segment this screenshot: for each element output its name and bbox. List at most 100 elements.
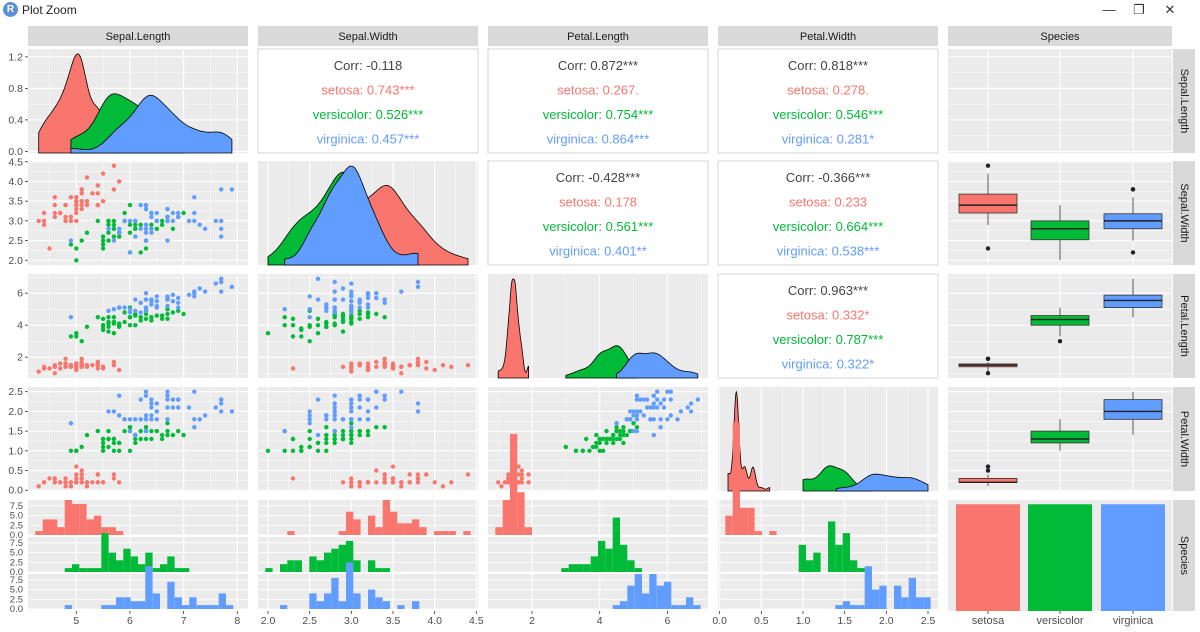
correlation-setosa: setosa: 0.178 xyxy=(559,195,637,210)
point-setosa xyxy=(399,480,404,485)
box-virginica xyxy=(1103,399,1163,420)
histogram-bar-virginica xyxy=(612,605,620,609)
r-app-icon: R xyxy=(3,2,18,17)
x-tick-label: virginica xyxy=(1113,615,1154,627)
point-setosa xyxy=(382,476,387,481)
histogram-bar-virginica xyxy=(671,605,679,609)
point-setosa xyxy=(47,246,52,251)
y-tick-label: 1.5 xyxy=(8,426,23,438)
histogram-bar-versicolor xyxy=(634,568,642,572)
point-virginica xyxy=(357,405,362,410)
point-setosa xyxy=(63,476,68,481)
outlier-point xyxy=(985,356,991,361)
species-bar-versicolor xyxy=(1028,504,1092,611)
point-setosa xyxy=(415,361,421,366)
point-virginica xyxy=(307,315,312,320)
point-setosa xyxy=(74,218,79,224)
point-virginica xyxy=(315,276,321,281)
point-versicolor xyxy=(170,432,176,438)
correlation-overall: Corr: -0.118 xyxy=(334,58,402,73)
window-title: Plot Zoom xyxy=(22,3,77,17)
point-virginica xyxy=(192,389,197,394)
point-setosa xyxy=(111,472,117,477)
point-virginica xyxy=(176,305,181,310)
maximize-button[interactable]: ❐ xyxy=(1133,2,1145,17)
point-versicolor xyxy=(159,218,165,224)
window-titlebar[interactable]: R Plot Zoom — ❐ ✕ xyxy=(0,0,1200,20)
point-virginica xyxy=(307,421,312,426)
correlation-setosa: setosa: 0.278. xyxy=(787,83,869,98)
y-tick-label: 4 xyxy=(17,320,23,332)
correlation-panel xyxy=(487,48,709,154)
point-versicolor xyxy=(324,436,329,442)
point-versicolor xyxy=(340,318,346,323)
point-setosa xyxy=(95,363,101,368)
point-setosa xyxy=(382,480,387,485)
point-versicolor xyxy=(332,315,337,320)
point-virginica xyxy=(213,281,218,286)
point-versicolor xyxy=(68,334,74,339)
point-setosa xyxy=(424,366,429,371)
point-virginica xyxy=(106,308,111,313)
correlation-panel xyxy=(717,273,939,379)
point-virginica xyxy=(133,297,138,302)
y-tick-label: 2.5 xyxy=(10,594,23,605)
close-button[interactable]: ✕ xyxy=(1164,2,1176,17)
point-virginica xyxy=(143,291,149,296)
histogram-bar-virginica xyxy=(101,605,109,609)
point-virginica xyxy=(149,302,154,307)
correlation-overall: Corr: -0.366*** xyxy=(786,170,871,185)
point-versicolor xyxy=(127,425,133,430)
point-virginica xyxy=(651,401,656,406)
histogram-bar-setosa xyxy=(412,519,420,535)
point-versicolor xyxy=(149,222,154,227)
point-setosa xyxy=(90,480,95,485)
point-setosa xyxy=(374,359,379,365)
point-virginica xyxy=(165,393,170,398)
point-virginica xyxy=(117,230,122,235)
point-setosa xyxy=(63,356,68,361)
point-versicolor xyxy=(117,448,122,453)
point-virginica xyxy=(176,300,181,305)
point-versicolor xyxy=(290,323,296,328)
histogram-bar-virginica xyxy=(879,585,887,609)
correlation-overall: Corr: 0.818*** xyxy=(788,58,868,73)
point-virginica xyxy=(307,413,312,418)
point-virginica xyxy=(149,210,154,216)
point-versicolor xyxy=(74,448,79,453)
point-virginica xyxy=(307,409,312,414)
point-versicolor xyxy=(299,448,304,453)
histogram-bar-setosa xyxy=(404,523,412,535)
point-versicolor xyxy=(282,323,287,328)
histogram-bar-versicolor xyxy=(850,560,858,572)
histogram-bar-versicolor xyxy=(108,552,116,572)
histogram-bar-versicolor xyxy=(620,544,628,572)
histogram-bar-virginica xyxy=(678,605,686,609)
point-setosa xyxy=(74,464,79,469)
density-setosa xyxy=(497,278,529,379)
point-setosa xyxy=(68,484,74,489)
y-tick-label: 2.5 xyxy=(8,386,23,398)
point-versicolor xyxy=(594,432,599,438)
point-setosa xyxy=(365,480,371,485)
point-versicolor xyxy=(100,316,106,321)
point-virginica xyxy=(143,417,149,422)
histogram-bar-virginica xyxy=(145,566,153,609)
box-setosa xyxy=(958,193,1018,214)
minimize-button[interactable]: — xyxy=(1102,2,1116,17)
point-versicolor xyxy=(138,222,143,227)
point-setosa xyxy=(79,199,84,204)
point-setosa xyxy=(357,484,362,489)
point-setosa xyxy=(58,361,63,366)
histogram-bar-setosa xyxy=(42,519,50,535)
point-setosa xyxy=(74,476,79,481)
point-versicolor xyxy=(580,448,585,453)
point-versicolor xyxy=(79,444,84,450)
histogram-bar-versicolor xyxy=(598,540,606,572)
histogram-bar-versicolor xyxy=(79,568,87,572)
point-virginica xyxy=(219,226,224,231)
point-setosa xyxy=(506,472,511,477)
point-versicolor xyxy=(282,448,287,453)
point-versicolor xyxy=(611,436,616,442)
point-virginica xyxy=(192,291,197,296)
